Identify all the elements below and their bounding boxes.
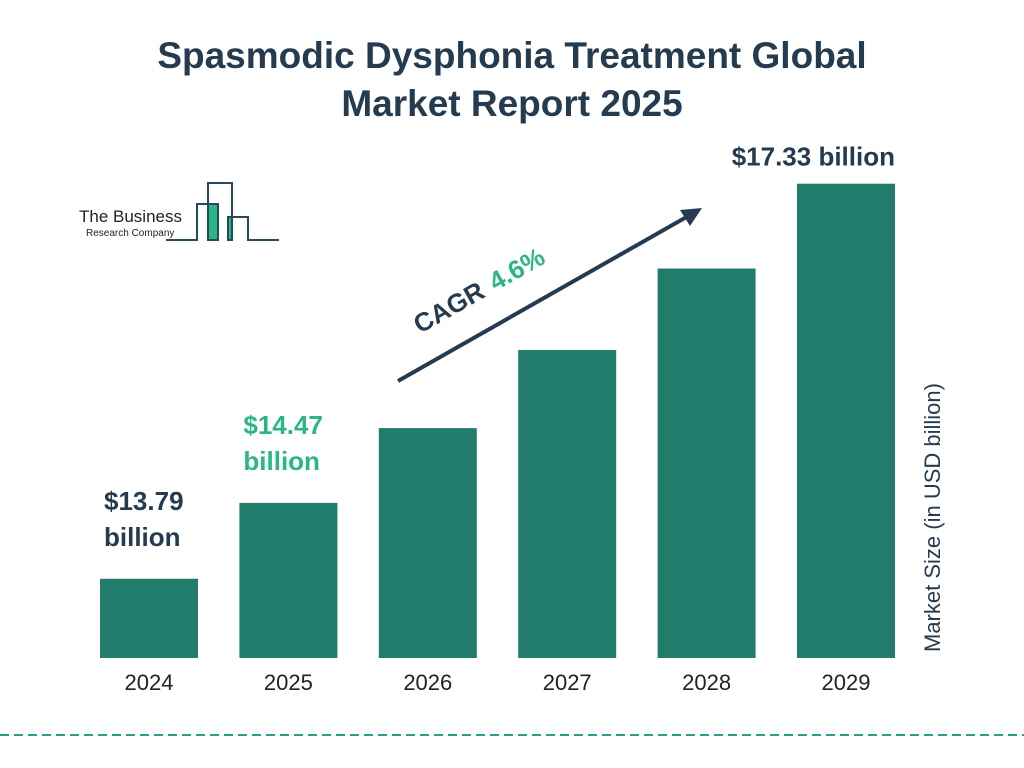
data-label-2025-unit: billion: [243, 446, 320, 476]
bar-2024: [100, 578, 198, 658]
x-tick-label: 2027: [543, 670, 592, 695]
logo: The Business Research Company: [79, 182, 279, 241]
cagr-label: CAGR: [408, 275, 490, 339]
bar-2028: [657, 268, 756, 658]
data-label-2025: $14.47: [243, 410, 323, 440]
x-tick-label: 2028: [682, 670, 731, 695]
logo-line-2: Research Company: [86, 228, 174, 239]
cagr-value: 4.6%: [484, 241, 550, 296]
chart-title: Spasmodic Dysphonia Treatment Global Mar…: [0, 32, 1024, 128]
bar-2025: [239, 502, 338, 658]
data-label-2024-unit: billion: [104, 522, 181, 552]
bar-2027: [518, 349, 617, 658]
y-axis-label: Market Size (in USD billion): [920, 383, 945, 652]
bar-2026: [378, 428, 477, 658]
cagr-arrow-line: [397, 213, 691, 383]
svg-text:CAGR4.6%: CAGR4.6%: [408, 241, 550, 339]
bar-2029: [797, 183, 895, 658]
data-label-2029: $17.33 billion: [732, 142, 895, 172]
title-line-2: Market Report 2025: [341, 83, 683, 124]
title-line-1: Spasmodic Dysphonia Treatment Global: [157, 35, 867, 76]
x-tick-label: 2024: [125, 670, 174, 695]
cagr-arrowhead: [680, 208, 702, 226]
logo-line-1: The Business: [79, 207, 182, 226]
x-tick-label: 2029: [822, 670, 871, 695]
x-tick-label: 2026: [403, 670, 452, 695]
x-tick-label: 2025: [264, 670, 313, 695]
data-label-2024: $13.79: [104, 486, 184, 516]
